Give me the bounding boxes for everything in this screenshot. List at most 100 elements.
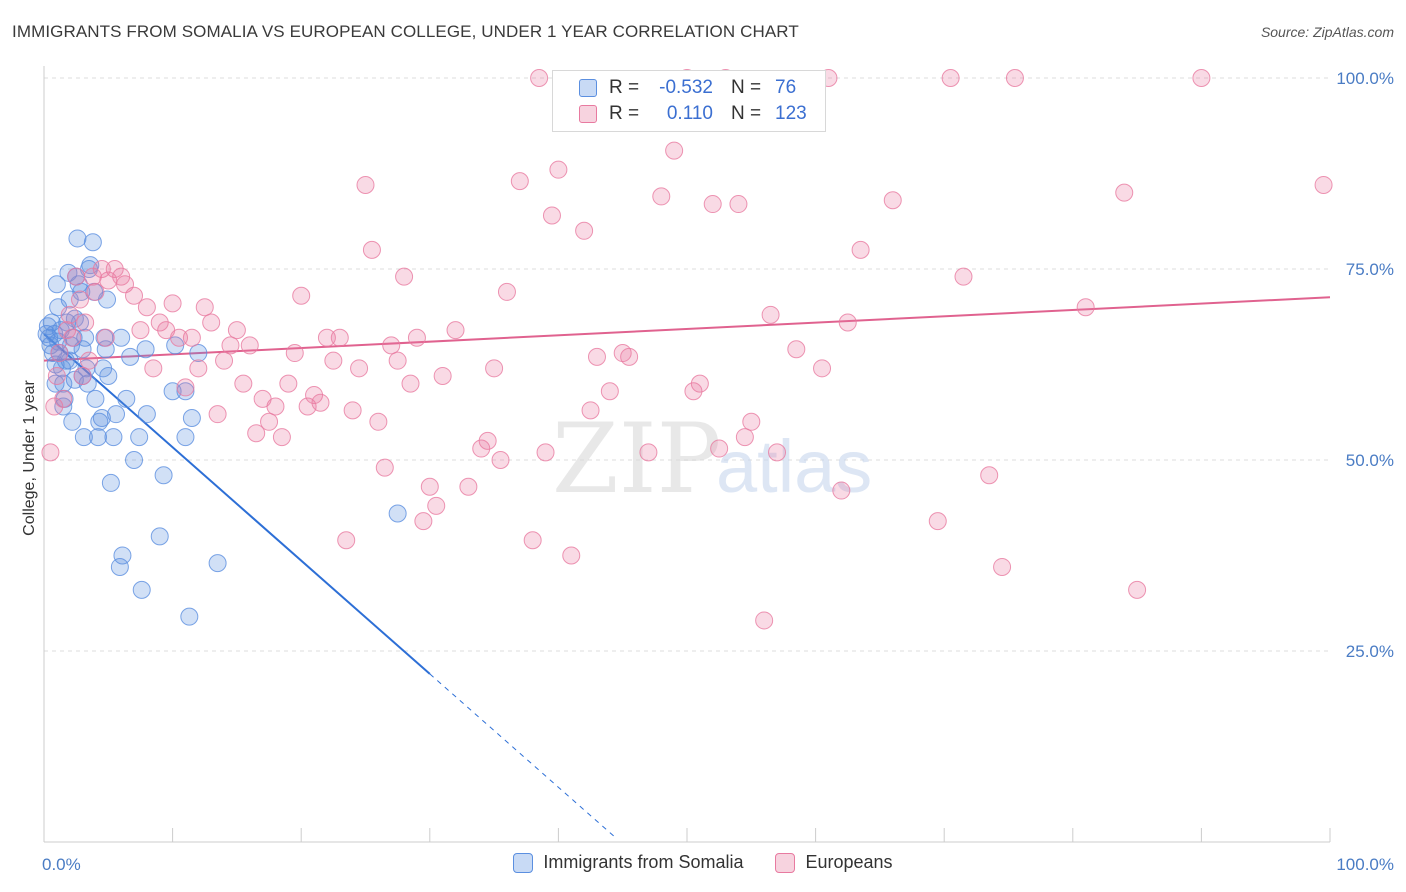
data-point bbox=[324, 351, 343, 370]
data-point bbox=[92, 260, 111, 278]
data-point bbox=[420, 477, 439, 496]
data-point bbox=[86, 389, 105, 408]
data-point bbox=[113, 546, 132, 565]
watermark-zip: ZIP bbox=[552, 403, 721, 515]
data-point bbox=[369, 412, 388, 431]
data-point bbox=[536, 443, 555, 462]
legend-n-label: N = bbox=[731, 77, 762, 98]
data-point bbox=[1128, 580, 1147, 599]
data-point bbox=[170, 328, 189, 347]
trend-line bbox=[43, 296, 1331, 362]
data-point bbox=[581, 401, 600, 420]
data-point bbox=[54, 397, 73, 416]
data-point bbox=[104, 428, 123, 447]
data-point bbox=[478, 431, 497, 450]
data-point bbox=[42, 313, 61, 332]
y-tick-label: 75.0% bbox=[1346, 260, 1394, 279]
data-point bbox=[37, 324, 56, 343]
y-tick-label: 50.0% bbox=[1346, 451, 1394, 470]
data-point bbox=[639, 443, 658, 462]
data-point bbox=[105, 260, 124, 278]
data-point bbox=[182, 408, 201, 427]
data-point bbox=[491, 451, 510, 469]
data-point bbox=[305, 386, 324, 405]
data-point bbox=[154, 466, 173, 485]
data-point bbox=[549, 160, 568, 179]
data-point bbox=[928, 512, 947, 531]
trend-line bbox=[43, 333, 431, 675]
data-point bbox=[980, 466, 999, 485]
data-point bbox=[73, 340, 92, 359]
data-point bbox=[176, 382, 195, 401]
data-point bbox=[41, 443, 60, 462]
data-point bbox=[954, 267, 973, 286]
data-point bbox=[1076, 298, 1095, 317]
data-point bbox=[202, 313, 221, 332]
data-point bbox=[343, 401, 362, 420]
trend-line-extension bbox=[429, 673, 617, 839]
data-point bbox=[684, 382, 703, 401]
data-point bbox=[787, 340, 806, 359]
data-point bbox=[83, 233, 102, 252]
legend-item-europeans[interactable]: Europeans bbox=[775, 852, 893, 873]
legend-n-value: 76 bbox=[775, 77, 797, 98]
data-point bbox=[485, 359, 504, 378]
data-point bbox=[317, 328, 336, 347]
legend-swatch-somalia bbox=[579, 79, 597, 97]
legend-r-label: R = bbox=[609, 77, 640, 98]
data-point bbox=[279, 374, 298, 393]
data-point bbox=[562, 546, 581, 565]
data-point bbox=[92, 408, 111, 427]
data-point bbox=[1314, 175, 1333, 194]
data-point bbox=[47, 366, 66, 385]
data-point bbox=[125, 286, 144, 305]
y-tick-labels: 25.0% 50.0% 75.0% 100.0% bbox=[1336, 69, 1394, 661]
legend-row-europeans: R = 0.110 N = 123 bbox=[553, 101, 807, 127]
data-point bbox=[60, 305, 79, 324]
source-label: Source: ZipAtlas.com bbox=[1260, 24, 1394, 40]
data-point bbox=[768, 443, 787, 462]
data-point bbox=[652, 187, 671, 206]
watermark: ZIP atlas bbox=[552, 403, 872, 515]
data-point bbox=[851, 240, 870, 259]
data-point bbox=[73, 366, 92, 385]
data-point bbox=[690, 374, 709, 393]
data-point bbox=[117, 389, 136, 408]
data-point bbox=[350, 359, 369, 378]
data-points bbox=[37, 69, 1333, 630]
watermark-atlas: atlas bbox=[716, 425, 872, 508]
legend-swatch-europeans bbox=[775, 852, 796, 873]
data-point bbox=[131, 321, 150, 340]
data-point bbox=[941, 69, 960, 87]
data-point bbox=[189, 359, 208, 378]
data-point bbox=[1192, 69, 1211, 87]
data-point bbox=[110, 557, 129, 576]
data-point bbox=[292, 286, 311, 305]
data-point bbox=[260, 412, 279, 431]
data-point bbox=[362, 240, 381, 259]
data-point bbox=[137, 405, 156, 424]
data-point bbox=[883, 191, 902, 210]
data-point bbox=[414, 512, 433, 531]
legend-item-somalia[interactable]: Immigrants from Somalia bbox=[513, 852, 743, 873]
data-point bbox=[132, 580, 151, 599]
data-point bbox=[83, 267, 102, 286]
data-point bbox=[189, 344, 208, 363]
data-point bbox=[382, 336, 401, 355]
data-point bbox=[755, 611, 774, 630]
data-point bbox=[80, 351, 99, 370]
data-point bbox=[729, 195, 748, 214]
data-point bbox=[180, 607, 199, 626]
data-point bbox=[356, 175, 375, 194]
data-point bbox=[375, 458, 394, 477]
data-point bbox=[742, 412, 761, 431]
legend-r-value: -0.532 bbox=[659, 77, 713, 98]
data-point bbox=[665, 141, 684, 160]
data-point bbox=[121, 347, 140, 366]
y-tick-label: 100.0% bbox=[1336, 69, 1394, 88]
legend-swatch-europeans bbox=[579, 105, 597, 123]
data-point bbox=[107, 405, 126, 424]
data-point bbox=[993, 557, 1012, 576]
data-point bbox=[76, 328, 95, 347]
data-point bbox=[136, 340, 155, 359]
